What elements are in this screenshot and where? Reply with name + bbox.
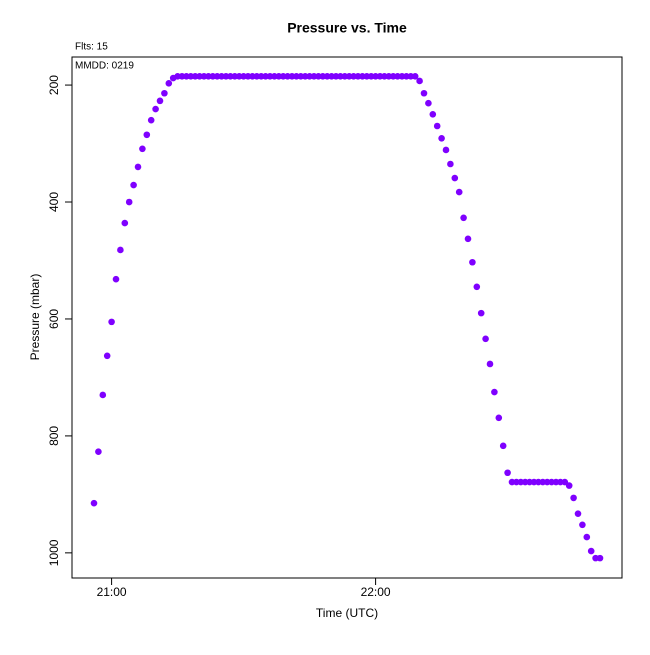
point: [574, 510, 582, 517]
x-tick-label: 22:00: [361, 585, 391, 599]
point: [491, 388, 498, 396]
point: [460, 214, 467, 222]
point: [565, 482, 573, 489]
point: [561, 478, 569, 486]
point: [165, 80, 173, 87]
point: [477, 309, 485, 317]
subtitle: Flts: 15: [75, 42, 108, 53]
point: [486, 360, 494, 368]
y-axis-label: Pressure (mbar): [28, 274, 42, 361]
chart-title: Pressure vs. Time: [287, 20, 407, 36]
point: [482, 335, 489, 343]
point: [442, 146, 450, 154]
point: [464, 235, 472, 243]
point: [504, 469, 511, 477]
point: [429, 111, 437, 118]
point: [495, 414, 503, 422]
point: [125, 198, 133, 206]
point: [583, 533, 591, 541]
point: [447, 160, 454, 168]
y-tick-label: 400: [47, 192, 61, 212]
point: [570, 494, 577, 502]
point: [469, 258, 476, 266]
point: [103, 352, 111, 360]
y-tick-label: 800: [47, 426, 61, 446]
point: [95, 448, 102, 455]
point: [121, 219, 129, 227]
point: [473, 283, 481, 291]
point: [596, 554, 604, 562]
point: [90, 499, 98, 507]
point: [139, 145, 146, 153]
plot-frame: [71, 56, 623, 579]
point: [438, 134, 445, 142]
point: [108, 318, 115, 326]
point: [433, 122, 441, 130]
point: [587, 547, 595, 555]
point: [134, 163, 142, 171]
x-axis-label: Time (UTC): [316, 606, 378, 620]
point: [425, 99, 432, 107]
point: [451, 174, 459, 182]
point: [117, 246, 124, 254]
point: [411, 72, 419, 80]
annotation: MMDD: 0219: [75, 61, 134, 72]
y-tick-label: 200: [47, 75, 61, 95]
point: [499, 442, 507, 450]
point: [579, 521, 586, 529]
point: [143, 131, 151, 139]
point: [99, 391, 107, 399]
y-tick-label: 1000: [47, 539, 61, 566]
x-tick-label: 21:00: [97, 585, 127, 599]
point: [130, 181, 137, 189]
point: [147, 116, 155, 124]
point: [420, 89, 428, 97]
point: [156, 97, 164, 105]
point: [455, 188, 463, 196]
y-tick-label: 600: [47, 309, 61, 329]
point: [152, 105, 159, 113]
point: [161, 89, 168, 97]
point: [416, 77, 423, 85]
point: [112, 275, 120, 283]
